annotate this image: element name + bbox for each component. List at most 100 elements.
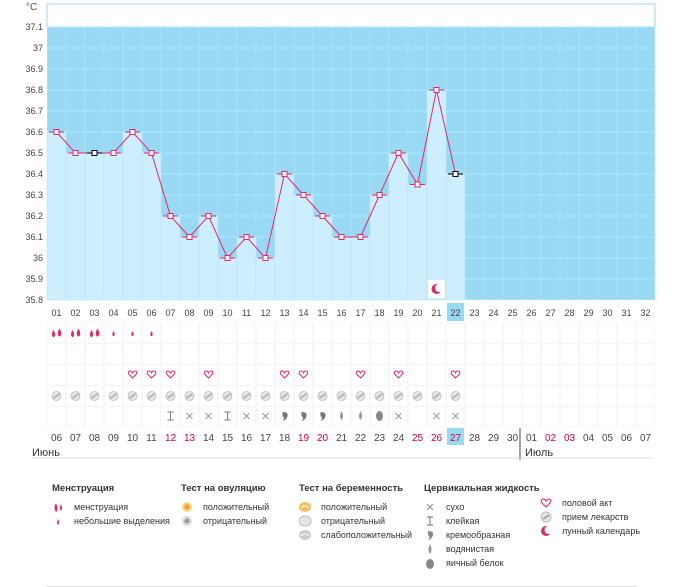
eggwhite-icon: [424, 556, 438, 570]
cycle-day-label: 32: [640, 308, 650, 318]
temperature-bar: [84, 152, 105, 301]
grid-cell: [85, 343, 104, 365]
heart-icon: [165, 370, 176, 379]
dry-icon: [186, 412, 193, 420]
grid-cell: [636, 385, 655, 407]
grid-cell: [598, 322, 617, 344]
dry-icon: [433, 412, 440, 420]
cycle-day-label: 01: [51, 308, 61, 318]
temperature-point: [376, 192, 383, 198]
grid-cell: [218, 343, 237, 365]
date-label: 23: [374, 433, 386, 444]
temperature-point: [53, 129, 60, 135]
chart-top-band: [46, 3, 656, 28]
date-label: 01: [526, 433, 538, 444]
heart-icon: [203, 370, 214, 379]
grid-cell: [370, 385, 389, 407]
temperature-point: [224, 255, 231, 261]
date-label: 07: [70, 433, 82, 444]
date-label: 09: [108, 433, 120, 444]
grid-cell: [351, 343, 370, 365]
temperature-bar: [65, 152, 86, 301]
grid-cell: [161, 322, 180, 344]
grid-cell: [275, 385, 294, 407]
grid-cell: [522, 343, 541, 365]
grid-cell: [446, 364, 465, 386]
date-label: 07: [640, 433, 652, 444]
cycle-day-label: 21: [431, 308, 441, 318]
y-tick-label: 37: [33, 43, 43, 53]
cycle-day-label: 29: [583, 308, 593, 318]
menstruation-icon: [76, 328, 81, 337]
grid-cell: [446, 385, 465, 407]
grid-cell: [560, 322, 579, 344]
current-date-highlight: [447, 428, 464, 445]
grid-cell: [313, 364, 332, 386]
date-label: 27: [450, 433, 462, 444]
grid-cell: [256, 343, 275, 365]
date-label: 17: [260, 433, 272, 444]
pill-icon: [540, 510, 554, 524]
temperature-bar: [445, 173, 466, 301]
date-label: 02: [545, 433, 557, 444]
cycle-day-label: 31: [621, 308, 631, 318]
temperature-point: [91, 150, 98, 156]
legend-item: кремообразная: [446, 530, 511, 540]
temperature-point: [300, 192, 307, 198]
cycle-day-label: 25: [507, 308, 517, 318]
grid-cell: [199, 322, 218, 344]
date-label: 05: [602, 433, 614, 444]
grid-cell: [465, 343, 484, 365]
date-label: 18: [279, 433, 291, 444]
legend-title: Менструация: [52, 483, 115, 494]
y-tick-label: 35.8: [25, 295, 43, 305]
grid-cell: [294, 385, 313, 407]
moon-icon: [540, 524, 554, 538]
grid-cell: [180, 343, 199, 365]
y-tick-label: 36.6: [25, 127, 43, 137]
grid-cell: [275, 364, 294, 386]
grid-cell: [218, 385, 237, 407]
cycle-day-label: 15: [317, 308, 327, 318]
grid-cell: [541, 364, 560, 386]
grid-cell: [446, 406, 465, 428]
cycle-day-label: 14: [298, 308, 308, 318]
legend-item: положительный: [203, 502, 270, 512]
date-label: 04: [583, 433, 595, 444]
spotting-icon: [112, 331, 115, 337]
grid-cell: [161, 385, 180, 407]
cycle-day-label: 23: [469, 308, 479, 318]
temperature-point: [129, 129, 136, 135]
grid-cell: [408, 406, 427, 428]
temperature-point: [110, 150, 117, 156]
grid-cell: [503, 364, 522, 386]
heart-icon: [393, 370, 404, 379]
temperature-bar: [255, 257, 276, 301]
temperature-bar: [179, 236, 200, 301]
grid-cell: [332, 385, 351, 407]
dry-icon: [243, 412, 250, 420]
pill-icon-line: [148, 393, 155, 399]
grid-cell: [294, 364, 313, 386]
y-tick-label: 36.1: [25, 232, 43, 242]
cycle-day-label: 16: [336, 308, 346, 318]
temperature-bar: [103, 152, 124, 301]
date-label: 08: [89, 433, 101, 444]
temperature-bar: [388, 152, 409, 301]
grid-cell: [66, 322, 85, 344]
legend-item: прием лекарств: [562, 512, 629, 522]
month-label-june: Июнь: [32, 447, 60, 459]
temperature-bar: [160, 215, 181, 301]
grid-cell: [370, 322, 389, 344]
grid-cell: [294, 406, 313, 428]
grid-cell: [408, 343, 427, 365]
grid-cell: [313, 385, 332, 407]
temperature-point: [319, 213, 326, 219]
spotting-icon: [150, 331, 153, 337]
pill-icon-line: [414, 393, 421, 399]
legend-title: Тест на овуляцию: [181, 483, 266, 494]
legend-item: клейкая: [446, 516, 480, 526]
grid-cell: [636, 364, 655, 386]
heart-icon: [540, 496, 554, 510]
grid-cell: [199, 385, 218, 407]
